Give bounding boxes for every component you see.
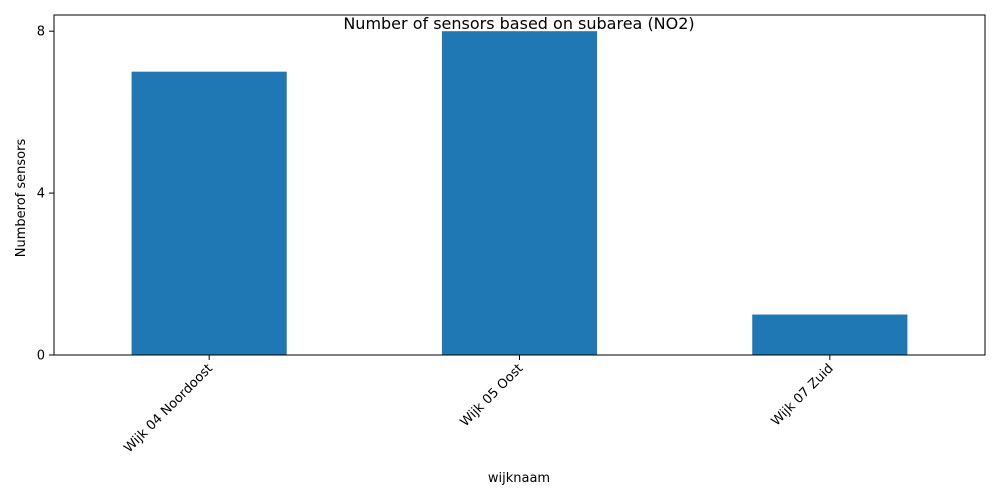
bar [131, 71, 287, 356]
bar [441, 31, 598, 355]
y-tick-label: 0 [37, 349, 45, 364]
x-axis-ticks: Wijk 04 Noordoost Wijk 05 Oost Wijk 07 Zui… [121, 355, 837, 456]
y-tick-label: 8 [37, 25, 45, 40]
bars-group [131, 31, 908, 356]
y-axis-ticks: 0 4 8 [37, 25, 54, 364]
y-tick-label: 4 [37, 187, 45, 202]
bar [752, 314, 908, 355]
chart-title: Number of sensors based on subarea (NO2) [343, 14, 694, 33]
x-tick-label: Wijk 05 Oost [458, 361, 527, 430]
y-axis-label: Numberof sensors [14, 139, 29, 258]
plot-area-frame [53, 14, 986, 356]
x-tick-label: Wijk 07 Zuid [769, 361, 837, 429]
x-axis-label: wijknaam [488, 471, 550, 486]
x-tick-label: Wijk 04 Noordoost [121, 361, 216, 456]
